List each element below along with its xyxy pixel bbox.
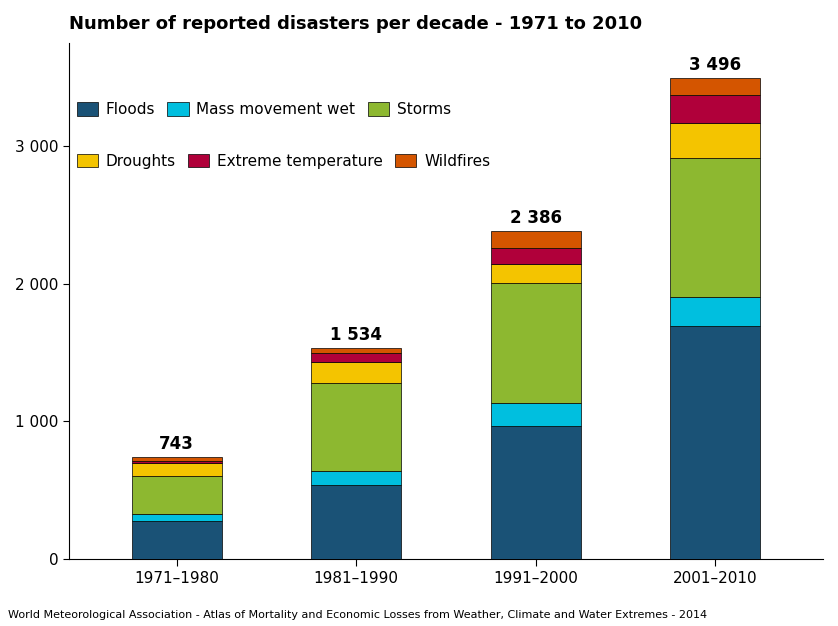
Bar — [670, 123, 760, 158]
Bar — [491, 230, 581, 248]
Bar — [491, 264, 581, 283]
Bar — [132, 476, 221, 515]
Bar — [670, 158, 760, 297]
Bar — [670, 95, 760, 123]
Bar — [311, 485, 401, 559]
Bar — [311, 348, 401, 353]
Bar — [491, 248, 581, 264]
Text: 1 534: 1 534 — [330, 326, 382, 344]
Text: World Meteorological Association - Atlas of Mortality and Economic Losses from W: World Meteorological Association - Atlas… — [8, 610, 707, 620]
Text: 2 386: 2 386 — [510, 208, 561, 227]
Bar — [132, 521, 221, 559]
Text: Number of reported disasters per decade - 1971 to 2010: Number of reported disasters per decade … — [69, 15, 642, 33]
Bar — [132, 457, 221, 461]
Text: 3 496: 3 496 — [689, 56, 742, 74]
Legend: Droughts, Extreme temperature, Wildfires: Droughts, Extreme temperature, Wildfires — [76, 154, 490, 169]
Bar — [132, 515, 221, 521]
Bar — [311, 353, 401, 362]
Bar — [132, 463, 221, 476]
Bar — [311, 362, 401, 383]
Bar — [132, 461, 221, 463]
Bar — [311, 383, 401, 471]
Bar — [491, 283, 581, 403]
Bar — [670, 78, 760, 95]
Bar — [491, 403, 581, 426]
Bar — [491, 426, 581, 559]
Bar — [670, 327, 760, 559]
Text: 743: 743 — [159, 434, 194, 453]
Bar — [311, 471, 401, 485]
Bar — [670, 297, 760, 327]
